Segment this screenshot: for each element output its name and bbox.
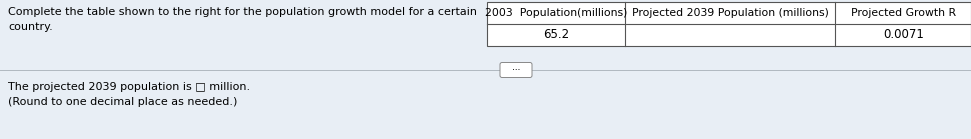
Text: country.: country.	[8, 22, 52, 32]
Text: Projected 2039 Population (millions): Projected 2039 Population (millions)	[632, 8, 828, 18]
Text: Projected Growth R: Projected Growth R	[851, 8, 955, 18]
Text: (Round to one decimal place as needed.): (Round to one decimal place as needed.)	[8, 97, 237, 107]
Text: The projected 2039 population is □ million.: The projected 2039 population is □ milli…	[8, 82, 251, 92]
Text: 2003  Population(millions): 2003 Population(millions)	[485, 8, 627, 18]
Text: 65.2: 65.2	[543, 28, 569, 42]
Text: ⋯: ⋯	[512, 65, 520, 75]
Polygon shape	[487, 2, 971, 46]
Text: 0.0071: 0.0071	[883, 28, 923, 42]
Text: Complete the table shown to the right for the population growth model for a cert: Complete the table shown to the right fo…	[8, 7, 477, 17]
FancyBboxPatch shape	[500, 63, 532, 78]
